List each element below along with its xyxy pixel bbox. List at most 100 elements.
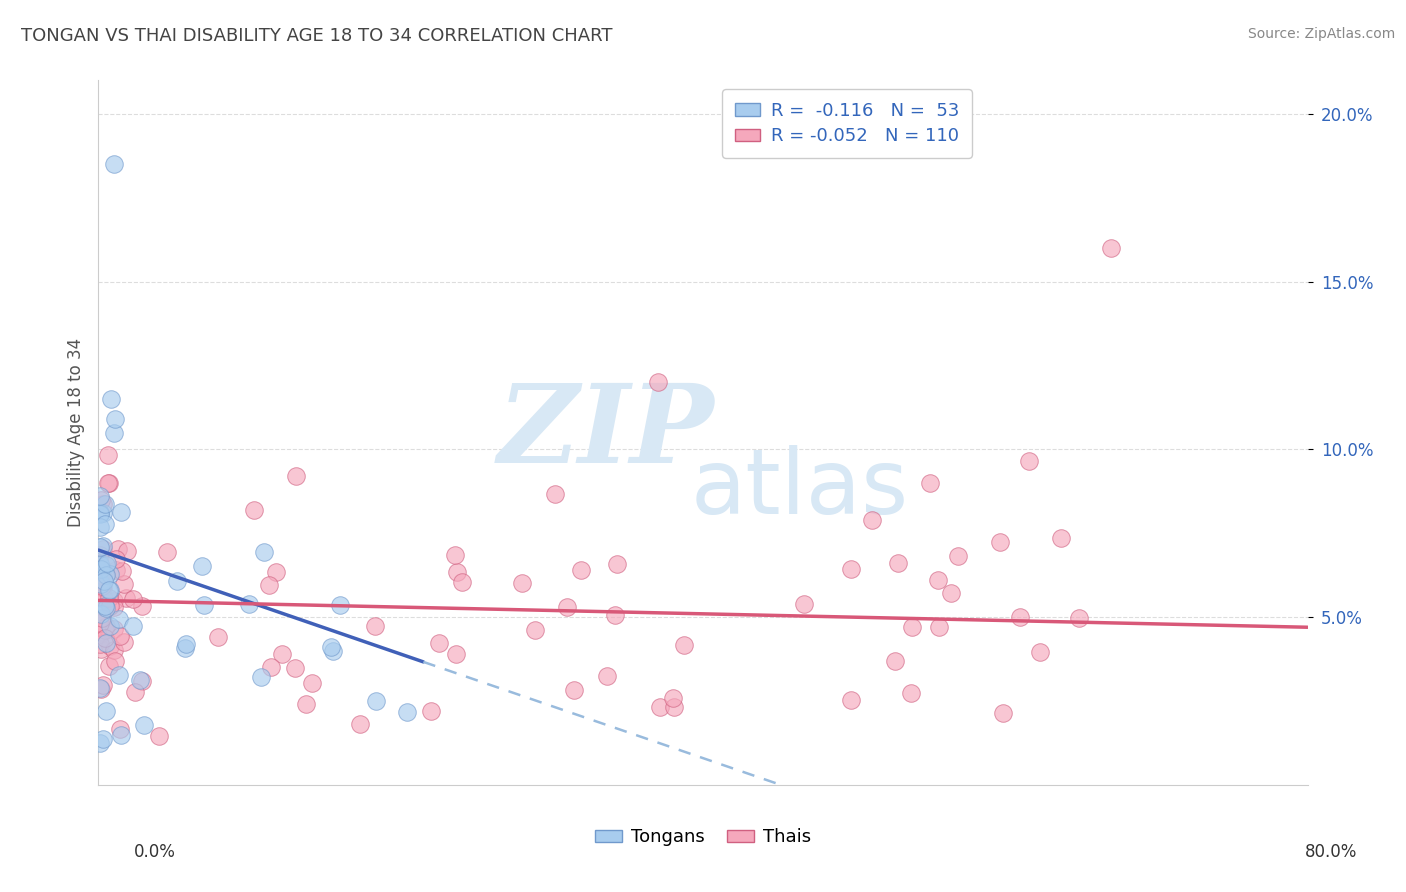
Point [104,654,127,668]
Point [91,582,114,596]
Point [89,736,111,750]
Point [606,557,628,571]
Point [89,520,111,534]
Point [166,574,188,588]
Point [104,412,127,426]
Point [103,594,125,608]
Point [918,475,941,490]
Point [94,704,117,718]
Point [193,598,215,612]
Point [174,637,197,651]
Point [648,700,671,714]
Point [115,543,138,558]
Point [91,568,114,582]
Point [243,502,266,516]
Point [260,660,283,674]
Point [927,574,949,588]
Point [91,506,114,520]
Text: atlas: atlas [690,445,908,533]
Point [988,535,1011,549]
Point [446,647,468,661]
Point [110,505,132,519]
Point [112,576,135,591]
Point [89,574,111,588]
Point [544,487,567,501]
Text: Source: ZipAtlas.com: Source: ZipAtlas.com [1247,27,1395,41]
Point [91,497,114,511]
Point [93,574,115,588]
Text: 0.0%: 0.0% [134,843,176,861]
Point [191,559,214,574]
Point [91,678,114,692]
Text: TONGAN VS THAI DISABILITY AGE 18 TO 34 CORRELATION CHART: TONGAN VS THAI DISABILITY AGE 18 TO 34 C… [21,27,613,45]
Point [928,620,950,634]
Point [662,700,685,714]
Point [884,654,907,668]
Point [108,722,131,736]
Point [98,658,121,673]
Point [94,631,117,645]
Point [94,566,117,581]
Point [96,448,118,462]
Point [329,598,352,612]
Point [89,616,111,631]
Point [98,599,121,613]
Point [89,548,111,562]
Point [512,576,534,591]
Point [319,640,342,655]
Point [887,556,910,570]
Point [121,591,143,606]
Point [124,685,146,699]
Point [91,579,114,593]
Point [238,598,260,612]
Point [1029,645,1052,659]
Point [148,729,170,743]
Point [94,517,117,532]
Point [104,563,127,577]
Point [253,545,276,559]
Point [946,549,969,564]
Point [89,506,111,520]
Point [270,647,292,661]
Point [98,640,121,654]
Point [129,673,152,688]
Point [97,475,120,490]
Point [446,566,468,580]
Point [94,636,117,650]
Point [444,548,467,562]
Point [111,564,134,578]
Point [96,556,118,570]
Point [900,685,922,699]
Point [114,591,136,605]
Point [257,578,280,592]
Point [90,567,112,582]
Point [112,634,135,648]
Point [103,642,125,657]
Point [207,630,229,644]
Point [98,619,121,633]
Point [264,565,287,579]
Point [89,540,111,554]
Point [1099,241,1122,255]
Point [89,560,111,574]
Point [90,641,112,656]
Point [90,607,112,621]
Text: 80.0%: 80.0% [1305,843,1357,861]
Text: ZIP: ZIP [498,379,714,486]
Point [603,607,626,622]
Point [321,643,343,657]
Point [793,597,815,611]
Point [132,717,155,731]
Point [939,585,962,599]
Point [301,676,323,690]
Y-axis label: Disability Age 18 to 34: Disability Age 18 to 34 [66,338,84,527]
Point [91,560,114,574]
Point [96,568,118,582]
Point [96,558,118,572]
Point [284,661,307,675]
Point [90,682,112,697]
Point [103,622,125,636]
Point [91,611,114,625]
Point [991,706,1014,721]
Point [91,542,114,557]
